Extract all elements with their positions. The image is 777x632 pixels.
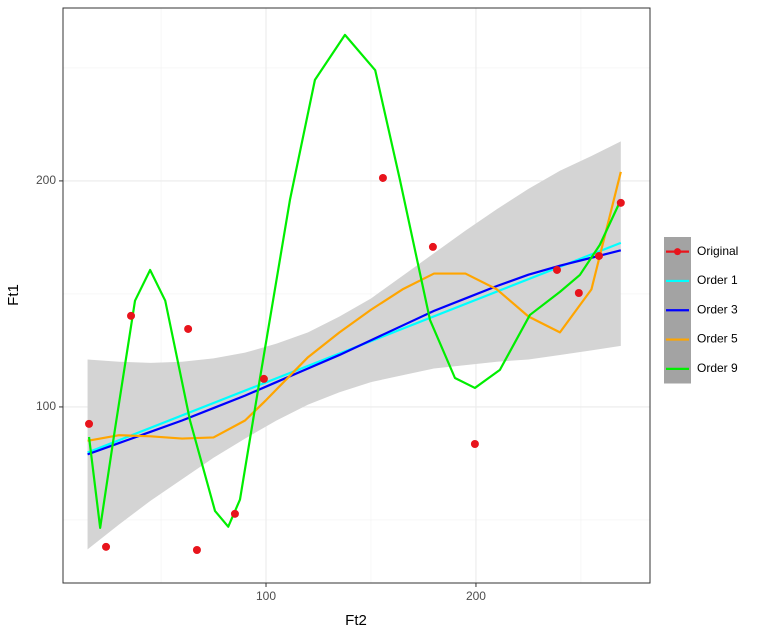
data-point: [428, 242, 437, 251]
legend-label: Order 9: [697, 361, 738, 375]
x-tick-label: 200: [466, 589, 486, 603]
legend-label: Original: [697, 244, 738, 258]
data-point: [85, 419, 94, 428]
data-point: [184, 324, 193, 333]
data-point: [470, 439, 479, 448]
data-point: [230, 509, 239, 518]
data-point: [127, 311, 136, 320]
legend-label: Order 1: [697, 273, 738, 287]
data-point: [192, 546, 201, 555]
x-axis-title: Ft2: [345, 612, 367, 629]
data-point: [552, 265, 561, 274]
fit-line: [87, 33, 622, 529]
y-axis-title: Ft1: [5, 284, 22, 306]
data-point: [102, 542, 111, 551]
x-tick-label: 100: [256, 589, 276, 603]
fit-line: [87, 249, 622, 456]
data-point: [574, 289, 583, 298]
data-point: [378, 173, 387, 182]
legend-label: Order 5: [697, 332, 738, 346]
data-point: [616, 198, 625, 207]
confidence-band: [87, 141, 621, 550]
fit-line: [87, 171, 622, 442]
panel-border: [62, 7, 651, 584]
legend-key-point: [674, 248, 681, 256]
legend-label: Order 3: [697, 302, 738, 316]
y-tick-label: 200: [36, 173, 56, 187]
data-point: [594, 251, 603, 260]
y-tick-label: 100: [36, 399, 56, 413]
data-point: [259, 374, 268, 383]
